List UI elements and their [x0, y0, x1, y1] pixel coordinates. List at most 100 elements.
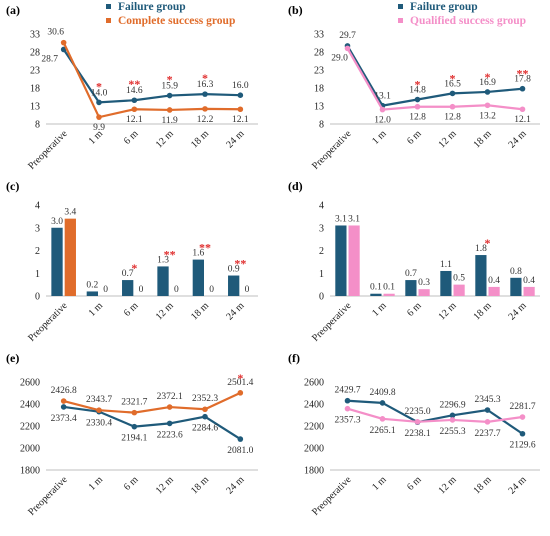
series-line	[346, 45, 523, 107]
x-tick-label: 1 m	[370, 474, 389, 493]
x-tick-label: 1 m	[87, 474, 106, 493]
x-tick-label: 6 m	[405, 474, 424, 493]
data-label: 0	[174, 285, 179, 295]
data-label: 12.0	[374, 116, 391, 126]
significance-star: **	[517, 67, 529, 81]
data-label: 0	[209, 285, 214, 295]
bar	[488, 286, 500, 296]
bar	[370, 293, 382, 296]
legend-marker	[106, 4, 111, 9]
y-tick-label: 23	[314, 66, 324, 77]
legend-entry: Failure group	[118, 1, 186, 13]
x-tick-label: 24 m	[507, 474, 529, 496]
data-label: 2296.9	[439, 400, 465, 410]
y-tick-label: 4	[319, 201, 324, 212]
significance-star: *	[96, 79, 102, 93]
data-label: 12.1	[514, 115, 531, 125]
bar	[510, 277, 522, 296]
x-tick-label: 6 m	[405, 128, 424, 147]
data-label: 3.1	[335, 214, 347, 224]
y-tick-label: 2200	[20, 422, 40, 433]
y-tick-label: 0	[35, 292, 40, 303]
data-point	[449, 417, 456, 423]
bar	[64, 218, 76, 296]
data-point	[484, 419, 491, 425]
y-tick-label: 1800	[304, 466, 324, 477]
series-line	[62, 42, 241, 119]
y-tick-label: 2400	[304, 400, 324, 411]
series-line	[347, 399, 524, 435]
data-label: 2372.1	[157, 392, 183, 402]
data-label: 0	[139, 285, 144, 295]
y-tick-label: 2000	[304, 444, 324, 455]
data-point	[344, 397, 351, 404]
data-point	[519, 85, 526, 92]
data-point	[237, 106, 244, 113]
data-label: 12.1	[232, 115, 249, 125]
data-label: 2409.8	[369, 388, 395, 398]
data-point	[202, 91, 208, 97]
significance-star: **	[164, 247, 176, 261]
data-point	[166, 107, 173, 113]
bar	[523, 286, 535, 296]
y-tick-label: 18	[314, 84, 324, 95]
data-label: 1.6	[192, 249, 204, 259]
x-tick-label: 6 m	[122, 300, 141, 319]
data-label: 16.9	[479, 78, 496, 88]
x-tick-label: Preoperative	[310, 300, 354, 344]
data-label: 2081.0	[227, 446, 253, 456]
chart-panel-c: (c) 0 1 2 3 4 Preoperative 1 m 6 m 12 m 18 m 24 m 3.…	[6, 179, 258, 344]
x-tick-label: 12 m	[437, 474, 459, 496]
data-label: 3.1	[348, 214, 360, 224]
x-tick-label: 12 m	[437, 128, 459, 150]
data-label: 0.2	[86, 280, 98, 290]
data-label: 14.8	[409, 86, 426, 96]
data-label: 29.0	[331, 53, 348, 63]
data-label: 14.0	[91, 88, 108, 98]
data-label: 2223.6	[157, 430, 183, 440]
data-label: 12.8	[409, 113, 426, 123]
x-tick-label: 6 m	[405, 300, 424, 319]
data-label: 2357.3	[334, 416, 360, 426]
y-tick-label: 2600	[304, 378, 324, 389]
data-point	[484, 89, 491, 95]
significance-star: *	[415, 78, 421, 92]
x-tick-label: Preoperative	[26, 128, 70, 172]
data-point	[414, 96, 421, 103]
data-label: 0	[245, 285, 250, 295]
significance-star: *	[237, 371, 243, 385]
data-label: 16.5	[444, 79, 461, 89]
data-point	[519, 430, 526, 437]
data-label: 2284.6	[192, 424, 218, 434]
y-tick-label: 23	[30, 66, 40, 77]
data-point	[344, 405, 351, 412]
bar	[51, 227, 63, 296]
bar	[86, 291, 98, 296]
x-tick-label: 24 m	[507, 300, 529, 322]
data-point	[166, 404, 173, 410]
y-tick-label: 33	[314, 30, 324, 41]
data-point	[202, 406, 208, 413]
data-point	[131, 423, 138, 430]
data-point	[96, 99, 102, 106]
data-label: 13.1	[374, 92, 391, 102]
y-tick-label: 1	[319, 269, 324, 280]
data-point	[414, 103, 421, 110]
x-tick-label: 12 m	[154, 128, 176, 150]
data-label: 11.9	[162, 116, 179, 126]
x-tick-label: 1 m	[370, 128, 389, 147]
series-line	[347, 407, 523, 423]
data-label: 2330.4	[86, 419, 112, 429]
panel-label: (b)	[288, 3, 303, 17]
data-label: 13.2	[479, 111, 496, 121]
x-tick-label: Preoperative	[310, 474, 354, 518]
x-tick-label: 12 m	[154, 300, 176, 322]
bar	[440, 270, 452, 296]
bar	[418, 289, 430, 296]
significance-star: **	[128, 77, 140, 91]
data-label: 0.4	[488, 276, 500, 286]
y-tick-label: 2	[35, 246, 40, 257]
bar	[405, 280, 417, 296]
data-label: 2238.1	[404, 429, 430, 439]
